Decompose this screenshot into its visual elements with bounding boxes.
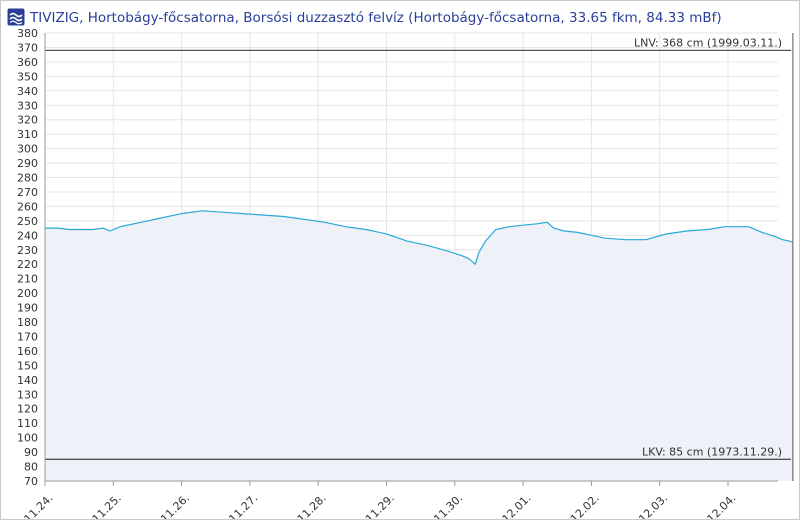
y-tick-label: 170 (17, 330, 38, 343)
y-tick-label: 380 (17, 27, 38, 40)
title-bar: TIVIZIG, Hortobágy-főcsatorna, Borsósi d… (1, 1, 799, 31)
y-tick-label: 80 (24, 461, 38, 474)
reference-label: LNV: 368 cm (1999.03.11.) (634, 36, 782, 49)
series-area (45, 210, 794, 482)
y-tick-label: 180 (17, 316, 38, 329)
y-tick-label: 190 (17, 302, 38, 315)
y-tick-label: 140 (17, 374, 38, 387)
y-tick-label: 240 (17, 229, 38, 242)
y-tick-label: 200 (17, 287, 38, 300)
y-tick-label: 230 (17, 244, 38, 257)
x-tick-label: 12.01. (500, 492, 534, 519)
y-tick-label: 250 (17, 215, 38, 228)
y-tick-label: 320 (17, 114, 38, 127)
reference-lines: LNV: 368 cm (1999.03.11.) LKV: 85 cm (197… (45, 33, 794, 481)
tivizig-logo-icon (7, 8, 25, 26)
x-tick-label: 11.28. (295, 492, 329, 519)
x-tick-label: 12.02. (568, 492, 602, 519)
y-tick-label: 70 (24, 475, 38, 488)
x-tick-label: 11.29. (363, 492, 397, 519)
y-tick-label: 130 (17, 388, 38, 401)
y-tick-label: 330 (17, 99, 38, 112)
x-tick-label: 11.25. (90, 492, 124, 519)
y-tick-label: 290 (17, 157, 38, 170)
y-tick-label: 150 (17, 359, 38, 372)
x-tick-label: 11.30. (431, 492, 465, 519)
y-tick-label: 160 (17, 345, 38, 358)
y-tick-label: 90 (24, 446, 38, 459)
y-tick-label: 120 (17, 403, 38, 416)
reference-label: LKV: 85 cm (1973.11.29.) (642, 445, 782, 458)
series-fill (45, 210, 793, 482)
x-tick-label: 12.04. (705, 492, 739, 519)
series-line (45, 210, 794, 266)
y-tick-label: 310 (17, 128, 38, 141)
x-tick-label: 12.03. (636, 492, 670, 519)
y-tick-label: 210 (17, 273, 38, 286)
y-tick-label: 110 (17, 417, 38, 430)
y-tick-label: 370 (17, 41, 38, 54)
y-tick-label: 360 (17, 56, 38, 69)
y-tick-label: 270 (17, 186, 38, 199)
y-tick-label: 300 (17, 143, 38, 156)
y-tick-label: 350 (17, 70, 38, 83)
y-tick-label: 280 (17, 172, 38, 185)
y-tick-label: 260 (17, 200, 38, 213)
y-tick-label: 220 (17, 258, 38, 271)
y-tick-label: 340 (17, 85, 38, 98)
x-tick-label: 11.24. (22, 492, 56, 519)
y-tick-label: 100 (17, 432, 38, 445)
x-tick-label: 11.26. (158, 492, 192, 519)
chart-title: TIVIZIG, Hortobágy-főcsatorna, Borsósi d… (30, 10, 722, 26)
x-tick-label: 11.27. (226, 492, 260, 519)
